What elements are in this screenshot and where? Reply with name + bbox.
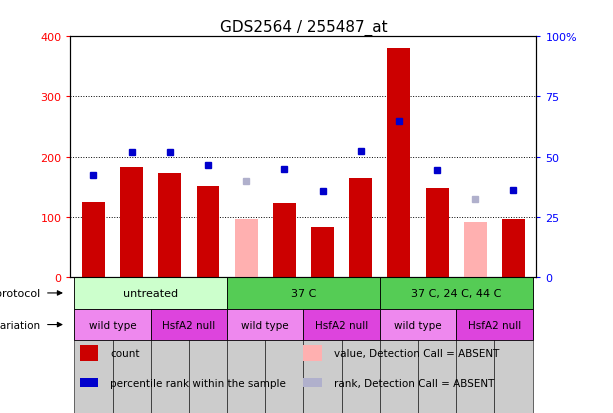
Bar [303,309,380,341]
Bar [380,278,533,309]
Bar [502,219,525,278]
Bar [425,189,449,278]
Bar [151,309,227,341]
Text: 37 C, 24 C, 44 C: 37 C, 24 C, 44 C [411,288,501,298]
Text: wild type: wild type [242,320,289,330]
Bar [387,49,410,278]
Bar [464,222,487,278]
Text: value, Detection Call = ABSENT: value, Detection Call = ABSENT [333,348,499,358]
Text: count: count [110,348,140,358]
Text: HsfA2 null: HsfA2 null [468,320,521,330]
Bar [80,345,99,361]
Bar [82,202,105,278]
Text: protocol: protocol [0,288,40,298]
Text: 37 C: 37 C [291,288,316,298]
FancyBboxPatch shape [456,278,494,413]
Bar [227,309,303,341]
Text: wild type: wild type [89,320,136,330]
FancyBboxPatch shape [494,278,533,413]
Title: GDS2564 / 255487_at: GDS2564 / 255487_at [219,20,387,36]
Bar [303,378,322,387]
Bar [235,219,257,278]
Bar [74,309,151,341]
FancyBboxPatch shape [380,278,418,413]
FancyBboxPatch shape [265,278,303,413]
Bar [380,309,456,341]
Bar [120,168,143,278]
Bar [456,309,533,341]
Text: percentile rank within the sample: percentile rank within the sample [110,378,286,388]
FancyBboxPatch shape [113,278,151,413]
Text: rank, Detection Call = ABSENT: rank, Detection Call = ABSENT [333,378,494,388]
Bar [349,178,372,278]
FancyBboxPatch shape [227,278,265,413]
Bar [227,278,380,309]
Bar [80,378,99,387]
Bar [74,278,227,309]
Bar [273,204,296,278]
FancyBboxPatch shape [418,278,456,413]
Bar [311,228,334,278]
FancyBboxPatch shape [151,278,189,413]
Text: HsfA2 null: HsfA2 null [162,320,216,330]
FancyBboxPatch shape [74,278,113,413]
Text: genotype/variation: genotype/variation [0,320,40,330]
Bar [158,173,181,278]
FancyBboxPatch shape [189,278,227,413]
FancyBboxPatch shape [303,278,341,413]
Text: HsfA2 null: HsfA2 null [315,320,368,330]
Text: untreated: untreated [123,288,178,298]
Text: wild type: wild type [394,320,442,330]
Bar [197,186,219,278]
FancyBboxPatch shape [341,278,380,413]
Bar [303,345,322,361]
